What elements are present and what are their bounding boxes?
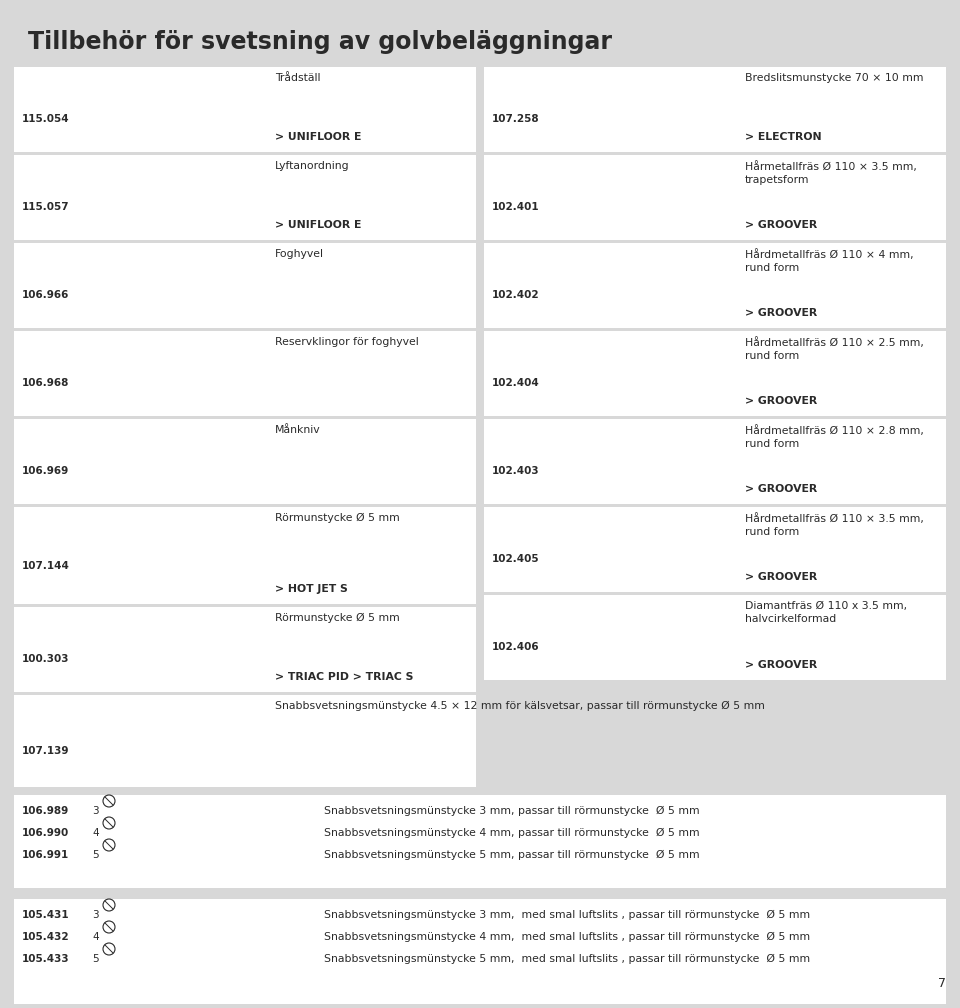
Text: Hårdmetallfräs Ø 110 × 2.8 mm,
rund form: Hårdmetallfräs Ø 110 × 2.8 mm, rund form — [745, 425, 924, 450]
Text: > GROOVER: > GROOVER — [745, 308, 817, 318]
Text: 4: 4 — [92, 828, 99, 838]
Text: 106.969: 106.969 — [22, 466, 69, 476]
Text: > UNIFLOOR E: > UNIFLOOR E — [275, 132, 361, 142]
Text: Foghyvel: Foghyvel — [275, 249, 324, 259]
Bar — [14, 155, 476, 240]
Text: 106.991: 106.991 — [22, 850, 69, 860]
Text: Diamantfräs Ø 110 x 3.5 mm,
halvcirkelformad: Diamantfräs Ø 110 x 3.5 mm, halvcirkelfo… — [745, 601, 907, 624]
Text: Snabbsvetsningsmünstycke 4.5 × 12 mm för kälsvetsar, passar till rörmunstycke Ø : Snabbsvetsningsmünstycke 4.5 × 12 mm för… — [275, 701, 765, 712]
Text: 100.303: 100.303 — [22, 653, 69, 663]
Bar — [14, 695, 476, 787]
Bar — [14, 507, 476, 604]
Text: 102.403: 102.403 — [492, 466, 540, 476]
Bar — [14, 331, 476, 416]
Bar — [484, 419, 946, 504]
Text: > UNIFLOOR E: > UNIFLOOR E — [275, 220, 361, 230]
Bar — [484, 507, 946, 592]
Bar — [484, 331, 946, 416]
Text: 102.405: 102.405 — [492, 553, 540, 563]
Text: 3: 3 — [92, 910, 99, 920]
Text: > GROOVER: > GROOVER — [745, 396, 817, 406]
Text: 102.401: 102.401 — [492, 202, 540, 212]
Text: 5: 5 — [92, 850, 99, 860]
Bar — [14, 419, 476, 504]
Bar — [14, 67, 476, 152]
Text: Snabbsvetsningsmünstycke 5 mm,  med smal luftslits , passar till rörmunstycke  Ø: Snabbsvetsningsmünstycke 5 mm, med smal … — [324, 954, 810, 965]
Text: > ELECTRON: > ELECTRON — [745, 132, 822, 142]
Text: > GROOVER: > GROOVER — [745, 572, 817, 582]
Text: Lyftanordning: Lyftanordning — [275, 161, 349, 171]
Text: Hårdmetallfräs Ø 110 × 4 mm,
rund form: Hårdmetallfräs Ø 110 × 4 mm, rund form — [745, 249, 914, 273]
Text: 102.406: 102.406 — [492, 641, 540, 651]
Bar — [14, 899, 946, 1004]
Text: > GROOVER: > GROOVER — [745, 484, 817, 494]
Text: 106.966: 106.966 — [22, 289, 69, 299]
Text: Tillbehör för svetsning av golvbeläggningar: Tillbehör för svetsning av golvbeläggnin… — [28, 30, 612, 54]
Bar — [14, 795, 946, 888]
Text: 4: 4 — [92, 932, 99, 942]
Text: > GROOVER: > GROOVER — [745, 220, 817, 230]
Text: 105.433: 105.433 — [22, 954, 70, 964]
Text: Snabbsvetsningsmünstycke 3 mm,  med smal luftslits , passar till rörmunstycke  Ø: Snabbsvetsningsmünstycke 3 mm, med smal … — [324, 910, 810, 920]
Text: Hårmetallfräs Ø 110 × 3.5 mm,
trapetsform: Hårmetallfräs Ø 110 × 3.5 mm, trapetsfor… — [745, 161, 917, 185]
Text: Snabbsvetsningsmünstycke 4 mm, passar till rörmunstycke  Ø 5 mm: Snabbsvetsningsmünstycke 4 mm, passar ti… — [324, 828, 700, 839]
Text: Snabbsvetsningsmünstycke 4 mm,  med smal luftslits , passar till rörmunstycke  Ø: Snabbsvetsningsmünstycke 4 mm, med smal … — [324, 932, 810, 942]
Text: 105.432: 105.432 — [22, 932, 70, 942]
Text: Trådställ: Trådställ — [275, 73, 321, 83]
Text: Månkniv: Månkniv — [275, 425, 321, 435]
Text: > TRIAC PID > TRIAC S: > TRIAC PID > TRIAC S — [275, 672, 414, 682]
Bar — [14, 243, 476, 328]
Text: 3: 3 — [92, 806, 99, 816]
Text: 115.054: 115.054 — [22, 114, 70, 124]
Text: Rörmunstycke Ø 5 mm: Rörmunstycke Ø 5 mm — [275, 613, 399, 623]
Text: Bredslitsmunstycke 70 × 10 mm: Bredslitsmunstycke 70 × 10 mm — [745, 73, 924, 83]
Text: Hårdmetallfräs Ø 110 × 2.5 mm,
rund form: Hårdmetallfräs Ø 110 × 2.5 mm, rund form — [745, 337, 924, 361]
Text: > HOT JET S: > HOT JET S — [275, 584, 348, 594]
Text: 102.404: 102.404 — [492, 378, 540, 387]
Text: Rörmunstycke Ø 5 mm: Rörmunstycke Ø 5 mm — [275, 513, 399, 523]
Bar — [484, 595, 946, 680]
Text: 102.402: 102.402 — [492, 289, 540, 299]
Text: 106.990: 106.990 — [22, 828, 69, 838]
Text: Snabbsvetsningsmünstycke 3 mm, passar till rörmunstycke  Ø 5 mm: Snabbsvetsningsmünstycke 3 mm, passar ti… — [324, 806, 700, 816]
Bar — [484, 155, 946, 240]
Text: 106.989: 106.989 — [22, 806, 69, 816]
Bar — [14, 607, 476, 692]
Text: 5: 5 — [92, 954, 99, 964]
Text: Hårdmetallfräs Ø 110 × 3.5 mm,
rund form: Hårdmetallfräs Ø 110 × 3.5 mm, rund form — [745, 513, 924, 537]
Text: 115.057: 115.057 — [22, 202, 70, 212]
Text: Snabbsvetsningsmünstycke 5 mm, passar till rörmunstycke  Ø 5 mm: Snabbsvetsningsmünstycke 5 mm, passar ti… — [324, 850, 700, 860]
Text: > GROOVER: > GROOVER — [745, 660, 817, 670]
Text: 106.968: 106.968 — [22, 378, 69, 387]
Text: 107.139: 107.139 — [22, 746, 69, 756]
Text: 7: 7 — [938, 977, 946, 990]
Text: Reservklingor för foghyvel: Reservklingor för foghyvel — [275, 337, 419, 347]
Text: 105.431: 105.431 — [22, 910, 70, 920]
Text: 107.144: 107.144 — [22, 561, 70, 571]
Text: 107.258: 107.258 — [492, 114, 540, 124]
Bar — [484, 67, 946, 152]
Bar — [484, 243, 946, 328]
